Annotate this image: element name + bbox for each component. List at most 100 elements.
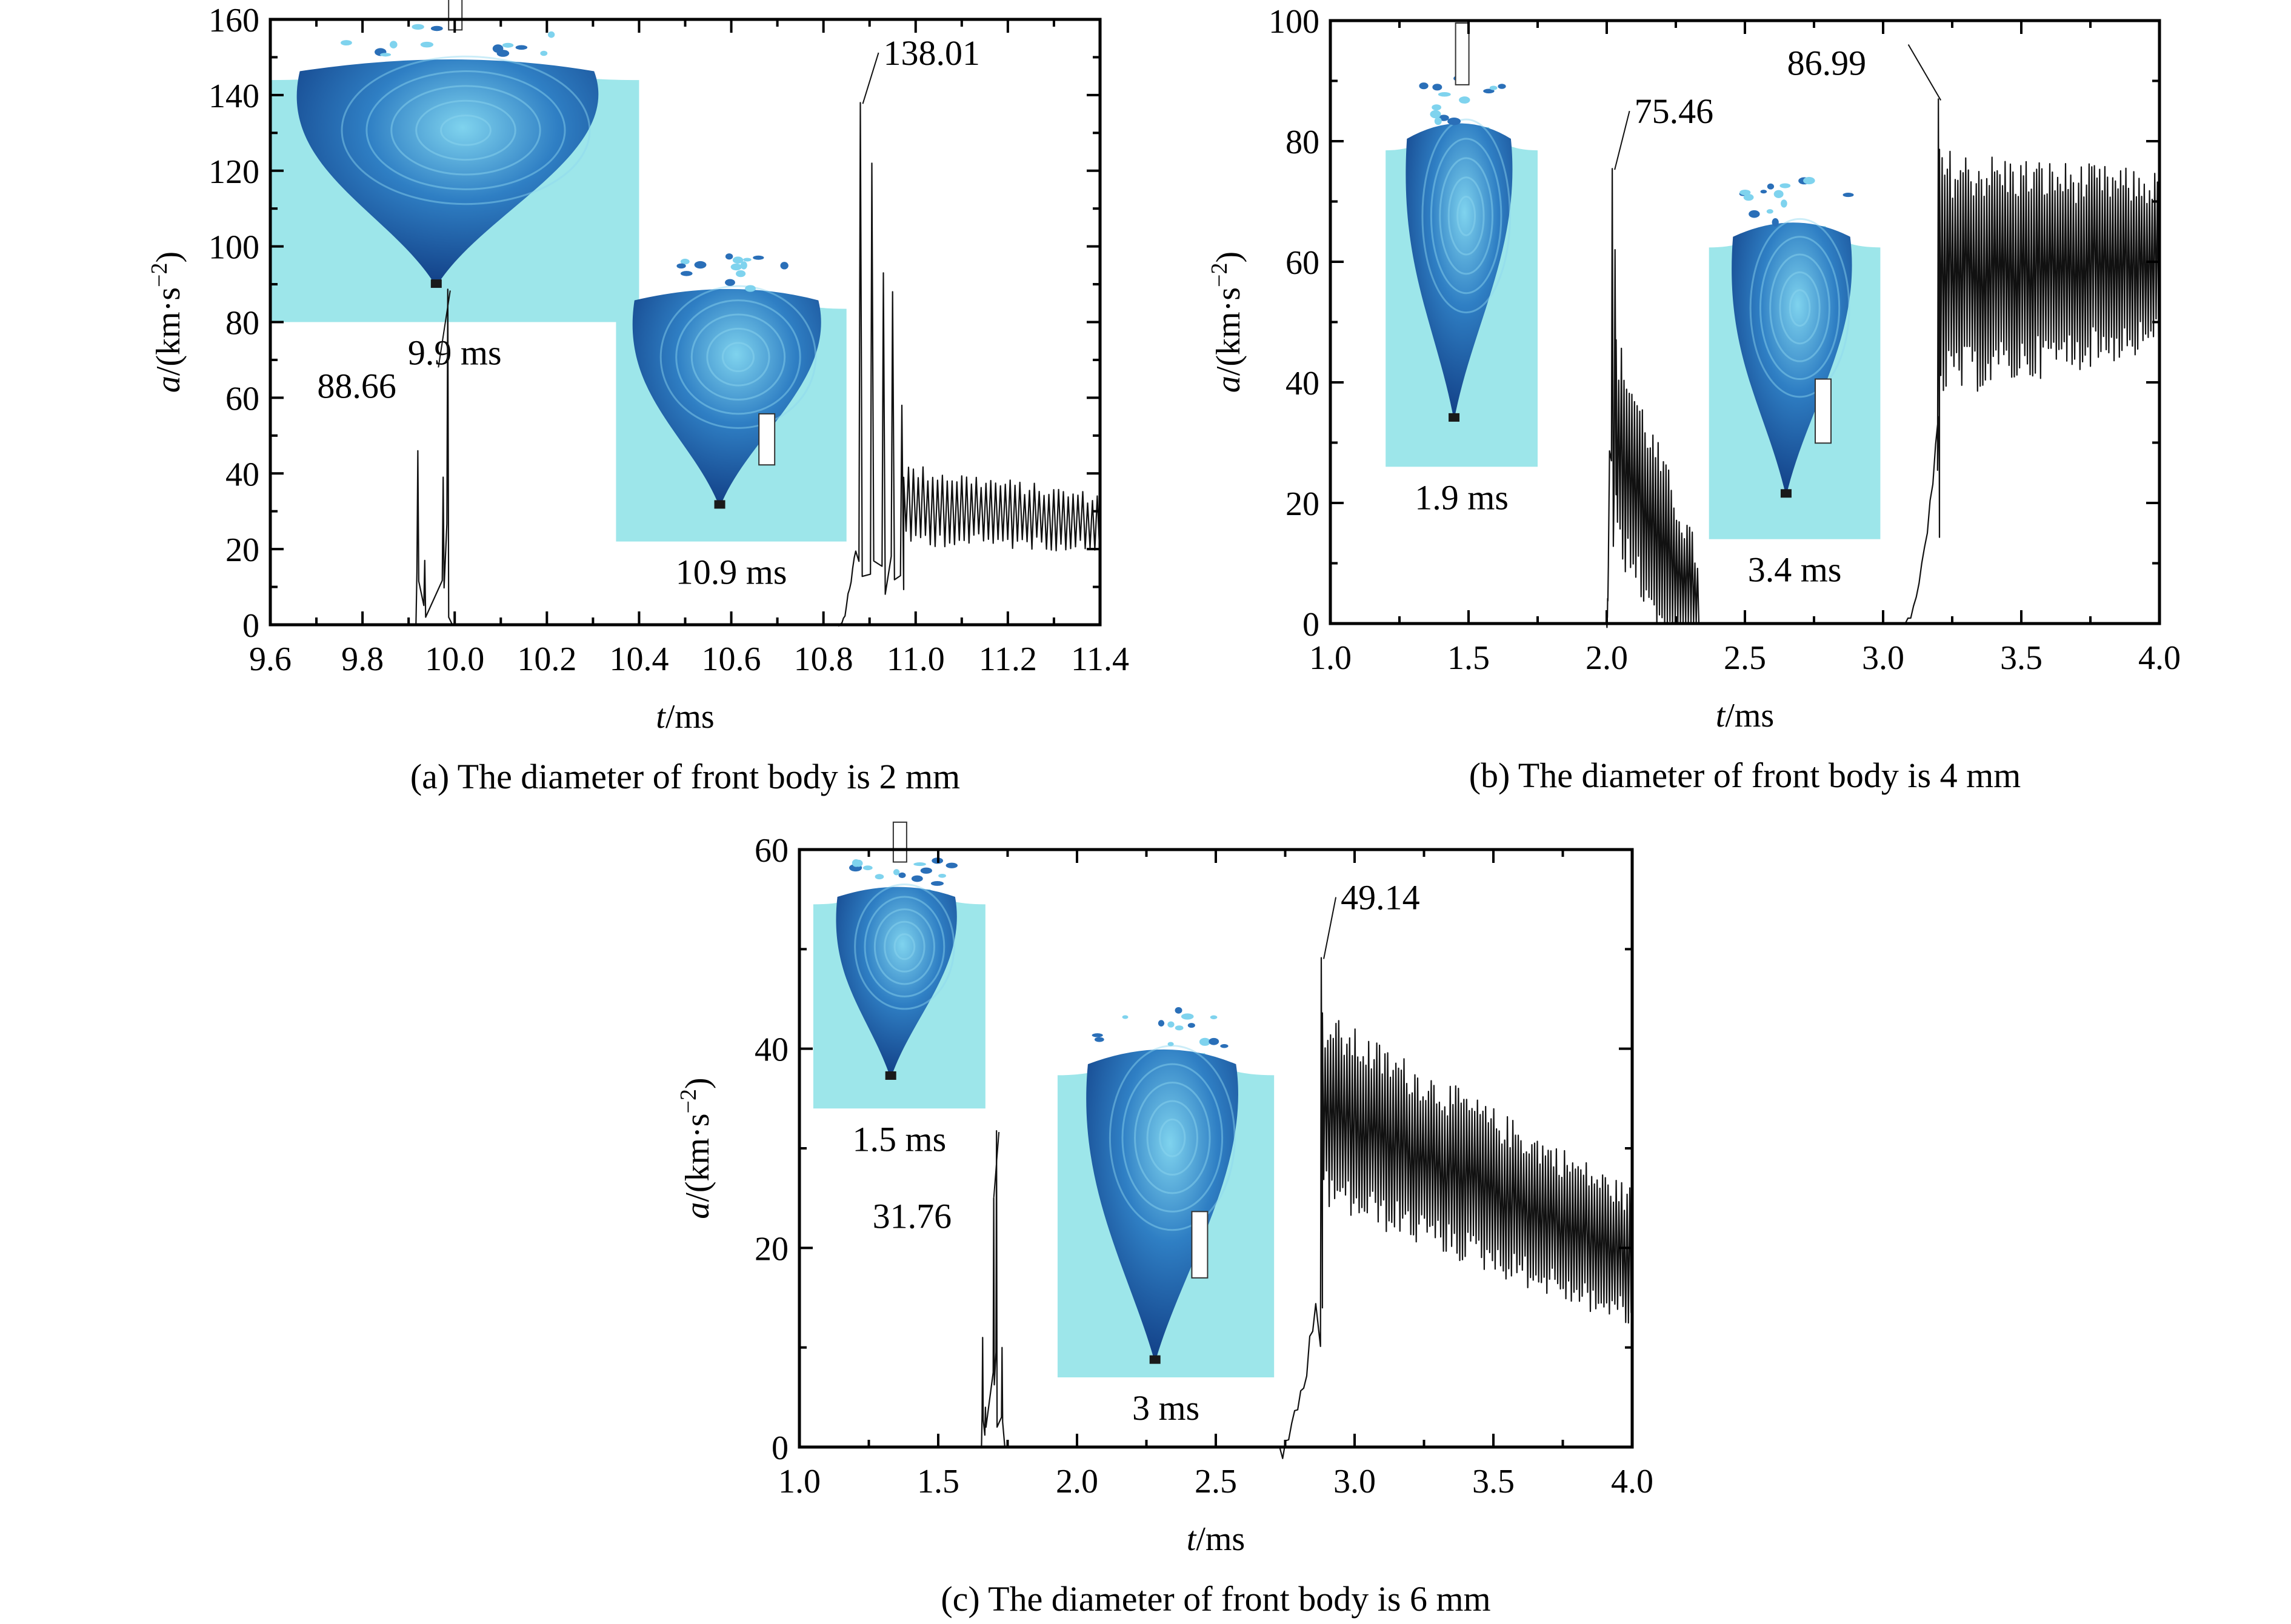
panel-b: 1.9 ms 3.4 ms 75.46 86.99 1.0 1.5 2.0 2.5 3.0 3.5…	[1207, 3, 2181, 795]
contour-ring	[1134, 1082, 1211, 1194]
contour-ring	[864, 896, 945, 997]
y-tick-label: 160	[208, 2, 259, 39]
splash-droplet	[1779, 183, 1791, 188]
splash-droplet	[1489, 85, 1498, 90]
splash-droplet	[1122, 1015, 1129, 1019]
y-tick-label: 100	[1269, 3, 1319, 41]
contour-ring	[415, 99, 516, 161]
splash-droplet	[1760, 190, 1767, 194]
y-tick-label: 60	[1286, 244, 1319, 282]
x-tick-label: 3.0	[1862, 639, 1904, 677]
x-axis-unit: /ms	[1196, 1520, 1245, 1558]
y-tick-label: 0	[1302, 606, 1319, 644]
inset-time-label: 1.9 ms	[1415, 478, 1509, 517]
y-axis-symbol: a	[150, 376, 187, 393]
contour-ring	[893, 933, 916, 960]
splash-droplet	[496, 50, 510, 57]
x-axis-title: t/ms	[1187, 1520, 1245, 1558]
inset-time-label: 1.5 ms	[853, 1119, 947, 1159]
splash-droplet	[380, 53, 392, 57]
x-tick-label: 3.0	[1333, 1463, 1376, 1500]
y-axis-symbol: a	[679, 1202, 716, 1219]
y-tick-label: 120	[208, 153, 259, 191]
x-axis-symbol: t	[1187, 1520, 1197, 1558]
splash-droplet	[1767, 183, 1775, 190]
acceleration-series	[1606, 98, 2159, 628]
y-axis-unit: /(km·s	[150, 287, 187, 376]
annotation-leader	[993, 1131, 1000, 1198]
y-tick-label: 80	[225, 305, 259, 342]
inset-time-label: 3.4 ms	[1748, 550, 1842, 590]
x-axis-unit: /ms	[665, 698, 715, 736]
splash-droplet	[743, 258, 752, 262]
projectile-icon	[1780, 489, 1792, 498]
splash-droplet	[680, 271, 693, 276]
x-tick-label: 10.2	[517, 641, 576, 678]
splash-droplet	[1199, 1037, 1211, 1046]
panel-c: 1.5 ms 3 ms 31.76 49.14 1.0 1.5 2.0 2.5 3.0 3.5 4.…	[676, 821, 1653, 1619]
contour-ring	[390, 85, 541, 176]
contour-ring	[721, 342, 755, 373]
projectile-icon	[1149, 1355, 1161, 1364]
peak-annotation: 88.66	[317, 366, 396, 405]
peak-annotation: 75.46	[1635, 92, 1714, 131]
y-axis-close: )	[679, 1077, 716, 1089]
acceleration-series	[270, 102, 1101, 627]
splash-droplet	[1432, 104, 1441, 111]
splash-droplet	[1092, 1033, 1103, 1037]
splash-droplet	[730, 263, 742, 271]
contour-ring	[1779, 271, 1821, 345]
annotation-leader	[1614, 110, 1630, 170]
splash-droplet	[389, 41, 398, 48]
annotation-leader	[862, 52, 879, 104]
rod-icon	[758, 413, 776, 466]
contour-ring	[365, 70, 566, 190]
contour-ring	[341, 55, 591, 205]
splash-droplet	[540, 50, 548, 56]
splash-droplet	[1167, 1021, 1175, 1028]
y-axis-title: a/(km·s−2)	[1207, 251, 1247, 393]
y-axis-close: )	[150, 251, 187, 263]
y-tick-label: 40	[1286, 365, 1319, 402]
splash-droplet	[676, 263, 686, 269]
splash-droplet	[930, 881, 944, 886]
splash-droplet	[1434, 117, 1442, 125]
splash-droplet	[1167, 1042, 1174, 1047]
splash-droplet	[745, 285, 756, 292]
y-axis-exponent: −2	[147, 263, 172, 287]
cavity-shape	[1406, 123, 1513, 421]
x-tick-label: 1.5	[1447, 639, 1490, 677]
splash-droplet	[1181, 1013, 1194, 1020]
cavity-shape	[296, 59, 599, 287]
x-tick-label: 1.5	[917, 1463, 959, 1500]
contour-ring	[1439, 157, 1493, 275]
annotation-leader	[438, 290, 451, 368]
x-tick-label: 3.5	[1472, 1463, 1515, 1500]
splash-droplet	[1842, 193, 1854, 198]
splash-droplet	[1209, 1037, 1219, 1045]
splash-droplet	[893, 869, 900, 876]
x-axis-title: t/ms	[656, 698, 714, 736]
x-tick-label: 11.0	[887, 641, 945, 678]
splash-droplet	[1483, 88, 1495, 94]
rod-icon	[892, 821, 907, 863]
splash-droplet	[1175, 1007, 1182, 1014]
contour-ring	[884, 920, 925, 973]
contour-ring	[1159, 1118, 1186, 1157]
splash-droplet	[913, 862, 926, 867]
contour-ring	[1121, 1063, 1224, 1213]
contour-ring	[1749, 218, 1850, 398]
splash-droplet	[694, 261, 707, 269]
splash-droplet	[1210, 1015, 1218, 1019]
y-tick-label: 0	[242, 607, 259, 645]
splash-droplet	[780, 262, 789, 270]
contour-ring	[690, 313, 786, 401]
splash-droplet	[1773, 190, 1784, 198]
inset-snapshot: 3 ms	[1057, 1007, 1275, 1428]
contour-ring	[1430, 138, 1502, 295]
cavity-shape	[1086, 1049, 1238, 1363]
rod-icon	[1191, 1211, 1209, 1279]
contour-ring	[706, 327, 770, 387]
panel-caption: (c) The diameter of front body is 6 mm	[941, 1579, 1490, 1619]
